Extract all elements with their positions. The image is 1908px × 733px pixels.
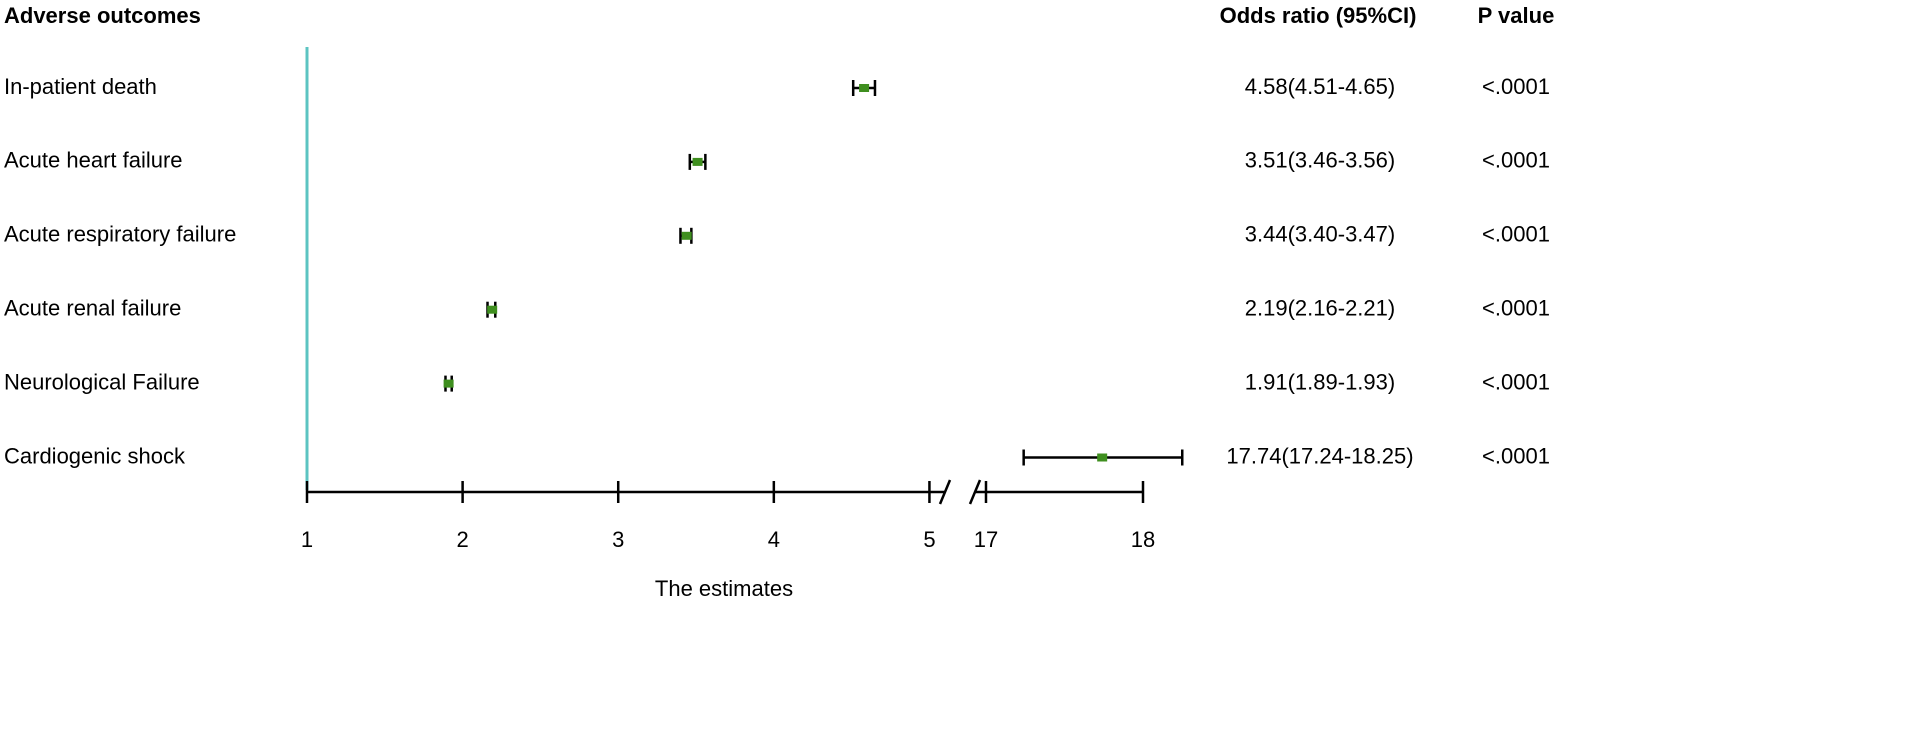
- estimate-label: 4.58(4.51-4.65): [1245, 74, 1395, 99]
- row-label: Cardiogenic shock: [4, 443, 186, 468]
- p-value: <.0001: [1482, 369, 1550, 394]
- estimate-marker: [1097, 453, 1108, 462]
- row-label: Acute renal failure: [4, 296, 181, 321]
- row-label: Neurological Failure: [4, 369, 200, 394]
- label-header: Adverse outcomes: [4, 3, 201, 28]
- p-value: <.0001: [1482, 443, 1550, 468]
- x-tick-label: 17: [974, 527, 998, 552]
- estimate-marker: [443, 379, 454, 388]
- x-tick-label: 18: [1131, 527, 1155, 552]
- p-header: P value: [1478, 3, 1555, 28]
- p-value: <.0001: [1482, 148, 1550, 173]
- estimate-marker: [859, 84, 870, 92]
- estimate-marker: [487, 305, 498, 314]
- axis-break: [938, 479, 952, 505]
- estimate-label: 2.19(2.16-2.21): [1245, 296, 1395, 321]
- row-label: In-patient death: [4, 74, 157, 99]
- x-tick-label: 5: [923, 527, 935, 552]
- x-axis-label: The estimates: [655, 576, 793, 601]
- p-value: <.0001: [1482, 74, 1550, 99]
- axis-break: [968, 479, 982, 505]
- p-value: <.0001: [1482, 222, 1550, 247]
- estimate-label: 3.44(3.40-3.47): [1245, 222, 1395, 247]
- estimate-label: 1.91(1.89-1.93): [1245, 369, 1395, 394]
- estimate-label: 17.74(17.24-18.25): [1226, 443, 1413, 468]
- estimate-header: Odds ratio (95%CI): [1220, 3, 1417, 28]
- estimate-marker: [681, 231, 692, 240]
- estimate-label: 3.51(3.46-3.56): [1245, 148, 1395, 173]
- row-label: Acute heart failure: [4, 148, 183, 173]
- x-tick-label: 4: [768, 527, 780, 552]
- x-tick-label: 1: [301, 527, 313, 552]
- estimate-marker: [692, 157, 703, 166]
- x-tick-label: 3: [612, 527, 624, 552]
- p-value: <.0001: [1482, 296, 1550, 321]
- row-label: Acute respiratory failure: [4, 222, 236, 247]
- x-tick-label: 2: [456, 527, 468, 552]
